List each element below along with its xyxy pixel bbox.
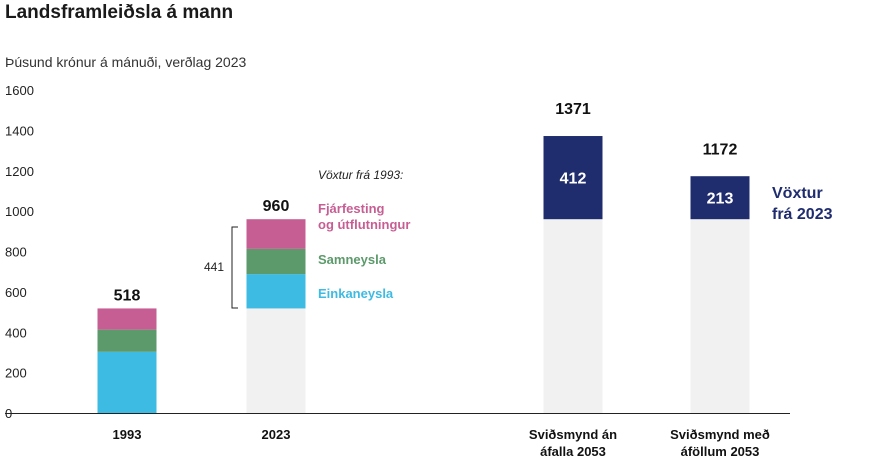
legend-fjarfesting-line2: og útflutningur [318,217,410,232]
x-category-label: 2023 [262,427,291,442]
bar-total-label: 960 [263,198,290,215]
bars: 412 213 [97,136,750,413]
y-tick-label: 800 [5,245,27,260]
y-tick-label: 200 [5,366,27,381]
chart-title: Landsframleiðsla á mann [5,2,233,23]
y-tick-label: 600 [5,285,27,300]
bar-total-label: 1371 [555,101,591,118]
x-axis-labels: 1993 2023 Sviðsmynd án áfalla 2053 Sviðsmynd… [113,427,770,459]
bar-segment [690,176,750,220]
growth-since-1993-value: 441 [204,260,224,274]
legend-fjarfesting-line1: Fjárfesting [318,201,385,216]
bar-segment [246,219,306,249]
bar-total-label: 1172 [703,141,738,158]
growth-since-1993-title: Vöxtur frá 1993: [318,168,403,182]
growth-bracket [231,226,238,309]
y-tick-label: 400 [5,325,27,340]
y-tick-label: 1000 [5,204,34,219]
bar-segment [543,219,603,413]
x-category-label: 1993 [113,427,142,442]
bar-segment [97,329,157,352]
y-tick-label: 1400 [5,123,34,138]
chart-subtitle: Þúsund krónur á mánuði, verðlag 2023 [5,54,246,70]
x-category-label: Sviðsmynd án [529,427,617,442]
bar-segment-label: 213 [707,191,734,208]
bar-segment [543,136,603,220]
bar-segment [246,274,306,309]
bar-segment-label: 412 [560,171,587,188]
bar-segment [97,308,157,330]
bar-total-label: 518 [114,287,141,304]
bar-segment [690,219,750,413]
bar-segment [246,248,306,275]
x-category-label: Sviðsmynd með [670,427,770,442]
x-category-label: áföllum 2053 [681,444,760,459]
legend-samneysla: Samneysla [318,252,387,267]
growth-2023-line2: frá 2023 [772,206,833,223]
y-tick-label: 1200 [5,164,34,179]
bar-totals: 518 960 1371 1172 [114,101,738,304]
bar-segment [97,351,157,413]
legend-einkaneysla: Einkaneysla [318,286,394,301]
growth-2023-line1: Vöxtur [772,185,823,202]
y-tick-label: 1600 [5,83,34,98]
bar-segment [246,308,306,413]
x-category-label: áfalla 2053 [540,444,606,459]
